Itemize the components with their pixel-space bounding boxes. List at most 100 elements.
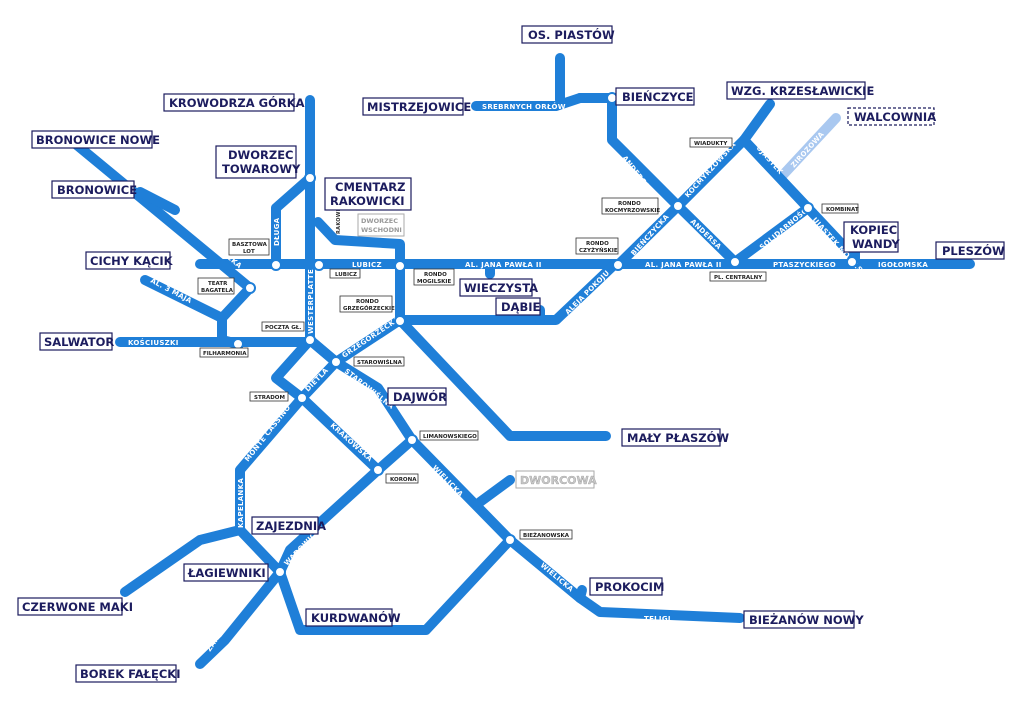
street-wielicka-2: WIELICKA	[539, 561, 575, 593]
stop-marker	[372, 464, 384, 476]
track-wzg	[739, 99, 775, 145]
terminal-dworcowa[interactable]: DWORCOWA	[515, 470, 597, 489]
terminal-bienczyce[interactable]: BIEŃCZYCE	[615, 87, 695, 106]
stop-marker	[612, 259, 624, 271]
stop-markers	[232, 92, 858, 578]
svg-text:STRADOM: STRADOM	[254, 395, 285, 401]
track-karmelicka-sw	[217, 283, 255, 349]
svg-text:ZAJEZDNIA: ZAJEZDNIA	[256, 519, 326, 533]
terminal-bronowice-nowe[interactable]: BRONOWICE NOWE	[31, 130, 160, 149]
svg-text:TEATR: TEATR	[208, 281, 228, 287]
street-monte-cassino: MONTE CASSINO	[243, 404, 292, 464]
svg-text:CZERWONE MAKI: CZERWONE MAKI	[22, 600, 133, 614]
stop-marker	[802, 202, 814, 214]
stop-marker	[232, 338, 244, 350]
stop-label-filharmonia[interactable]: FILHARMONIA	[199, 347, 249, 358]
terminal-wzg-krzeslawickie[interactable]: WZG. KRZESŁAWICKIE	[726, 81, 874, 100]
terminal-krowodrza-gorka[interactable]: KROWODRZA GÓRKA	[163, 93, 305, 112]
terminal-borek-falecki[interactable]: BOREK FAŁĘCKI	[75, 664, 180, 683]
track-srebrnych-orlow	[471, 93, 585, 111]
street-kocmyrzowska: KOCMYRZOWSKA	[684, 140, 738, 199]
terminal-labels: OS. PIASTÓW BIEŃCZYCE MISTRZEJOWICE KROW…	[17, 25, 1005, 683]
svg-text:BIEŻANOWSKA: BIEŻANOWSKA	[523, 532, 570, 539]
street-andersa-2: ANDERSA	[689, 218, 723, 252]
stop-label-wiadukty[interactable]: WIADUKTY	[689, 137, 733, 148]
svg-text:RONDO: RONDO	[586, 241, 609, 247]
terminal-wieczysta[interactable]: WIECZYSTA	[459, 278, 538, 297]
svg-text:KROWODRZA GÓRKA: KROWODRZA GÓRKA	[169, 95, 305, 110]
terminal-salwator[interactable]: SALWATOR	[39, 332, 114, 351]
terminal-zajezdnia[interactable]: ZAJEZDNIA	[251, 516, 326, 535]
track-balicka	[67, 136, 255, 293]
track-bienczyce	[575, 93, 740, 267]
street-zirozowa: ZIROZOWA	[790, 130, 826, 169]
terminal-mistrzejowice[interactable]: MISTRZEJOWICE	[362, 97, 471, 116]
svg-text:RONDO: RONDO	[424, 272, 447, 278]
svg-text:WZG. KRZESŁAWICKIE: WZG. KRZESŁAWICKIE	[731, 84, 874, 98]
stop-marker	[274, 566, 286, 578]
svg-text:KOCMYRZOWSKIE: KOCMYRZOWSKIE	[605, 208, 660, 214]
terminal-kurdwanow[interactable]: KURDWANÓW	[305, 608, 401, 627]
svg-text:WIECZYSTA: WIECZYSTA	[464, 281, 538, 295]
track-kalwaryjska	[275, 465, 383, 577]
stop-label-stradom[interactable]: STRADOM	[249, 391, 289, 402]
terminal-dabie[interactable]: DĄBIE	[495, 297, 541, 316]
terminal-pleszow[interactable]: PLESZÓW	[935, 241, 1005, 260]
stop-marker	[394, 260, 406, 272]
stop-label-pl-centralny[interactable]: PL. CENTRALNY	[709, 271, 767, 282]
svg-text:LIMANOWSKIEGO: LIMANOWSKIEGO	[423, 434, 477, 440]
svg-text:MAŁY PŁASZÓW: MAŁY PŁASZÓW	[627, 430, 729, 445]
track-prokocim	[575, 585, 587, 603]
terminal-dajwor[interactable]: DAJWÓR	[387, 387, 447, 406]
street-westerplatte: WESTERPLATTE	[307, 269, 315, 334]
street-al-jana-pawla-2: AL. JANA PAWŁA II	[645, 261, 722, 269]
stop-label-lubicz[interactable]: LUBICZ	[329, 268, 361, 279]
track-monte-cassino	[235, 393, 307, 577]
street-lubicz: LUBICZ	[352, 261, 382, 269]
track-solidarnosci	[730, 203, 813, 267]
svg-text:BRONOWICE NOWE: BRONOWICE NOWE	[36, 133, 160, 147]
stop-label-starowislna[interactable]: STAROWIŚLNA	[353, 356, 405, 367]
stop-label-limanowskiego[interactable]: LIMANOWSKIEGO	[419, 430, 479, 441]
terminal-prokocim[interactable]: PROKOCIM	[589, 577, 664, 596]
stop-marker	[304, 334, 316, 346]
stop-marker	[846, 256, 858, 268]
stop-label-poczta-gl[interactable]: POCZTA GŁ.	[261, 321, 305, 332]
stop-label-korona[interactable]: KORONA	[385, 473, 419, 484]
terminal-cichy-kacik[interactable]: CICHY KĄCIK	[85, 251, 174, 270]
street-dluga: DŁUGA	[273, 217, 281, 246]
svg-text:FILHARMONIA: FILHARMONIA	[203, 351, 247, 357]
terminal-bronowice[interactable]: BRONOWICE	[51, 180, 137, 199]
terminal-biezanow-nowy[interactable]: BIEŻANÓW NOWY	[743, 610, 864, 629]
street-al-3-maja: AL. 3 MAJA	[149, 277, 193, 306]
track-dluga	[271, 173, 315, 269]
street-kapelanka: KAPELANKA	[237, 478, 245, 528]
stop-label-kombinat[interactable]: KOMBINAT	[821, 203, 859, 214]
terminal-lagiewniki[interactable]: ŁAGIEWNIKI	[183, 563, 269, 582]
street-bienczycka: BIEŃCZYCKA	[629, 212, 671, 257]
stop-marker	[296, 392, 308, 404]
terminal-maly-plaszow[interactable]: MAŁY PŁASZÓW	[621, 428, 729, 447]
stop-marker	[304, 172, 316, 184]
street-rakowicka: RAKOWICKA	[336, 197, 342, 234]
street-wielicka-1: WIELICKA	[431, 464, 465, 499]
terminal-os-piastow[interactable]: OS. PIASTÓW	[521, 25, 615, 44]
stop-label-biezanowska[interactable]: BIEŻANOWSKA	[519, 529, 573, 540]
terminal-czerwone-maki[interactable]: CZERWONE MAKI	[17, 597, 133, 616]
terminal-walcownia[interactable]: WALCOWNIA	[847, 107, 936, 126]
svg-text:DWORZEC: DWORZEC	[361, 217, 398, 225]
svg-text:PL. CENTRALNY: PL. CENTRALNY	[714, 275, 763, 281]
street-grzegorzecka: GRZEGÓRZECKA	[340, 314, 401, 359]
svg-text:PLESZÓW: PLESZÓW	[942, 243, 1005, 258]
